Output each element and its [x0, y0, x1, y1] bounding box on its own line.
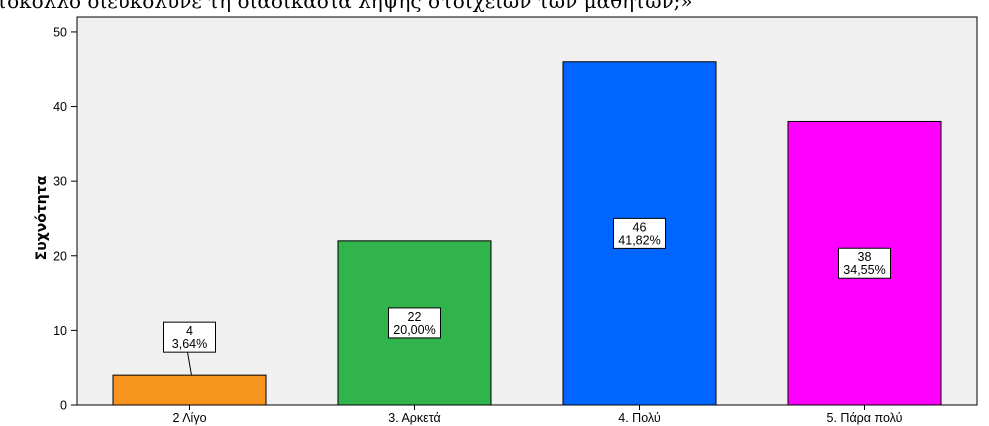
data-label-percent: 20,00% — [393, 323, 435, 337]
y-tick-label: 50 — [53, 25, 67, 39]
data-label-count: 46 — [633, 220, 647, 234]
x-tick-label: 3. Αρκετά — [388, 411, 440, 425]
y-tick-label: 40 — [53, 100, 67, 114]
x-tick-label: 4. Πολύ — [618, 411, 661, 425]
y-tick-label: 10 — [53, 324, 67, 338]
x-tick-label: 2 Λίγο — [172, 411, 206, 425]
x-axis: 2 Λίγο 3. Αρκετά 4. Πολύ 5. Πάρα πολύ — [172, 405, 903, 425]
x-tick-label: 5. Πάρα πολύ — [827, 411, 903, 425]
data-label-count: 38 — [858, 250, 872, 264]
data-label-box — [613, 217, 666, 249]
y-tick-label: 0 — [60, 399, 67, 413]
data-label-percent: 34,55% — [843, 263, 885, 277]
data-label-percent: 41,82% — [618, 233, 660, 247]
y-axis: 0 10 20 30 40 50 — [53, 25, 77, 413]
y-tick-label: 30 — [53, 175, 67, 189]
data-label-leader — [187, 352, 192, 376]
bars-group — [112, 61, 942, 406]
data-label-count: 22 — [408, 310, 422, 324]
y-tick-label: 20 — [53, 249, 67, 263]
y-axis-label: Συχνότητα — [34, 175, 50, 260]
chart-title: τοκόλλο διευκόλυνε τη διαδικασία λήψης σ… — [0, 0, 693, 13]
data-label-count: 4 — [186, 324, 193, 338]
bar — [112, 374, 267, 406]
data-label-percent: 3,64% — [172, 337, 207, 351]
data-label-box — [163, 321, 216, 353]
data-label-box — [838, 247, 891, 279]
data-label-box — [388, 307, 441, 339]
